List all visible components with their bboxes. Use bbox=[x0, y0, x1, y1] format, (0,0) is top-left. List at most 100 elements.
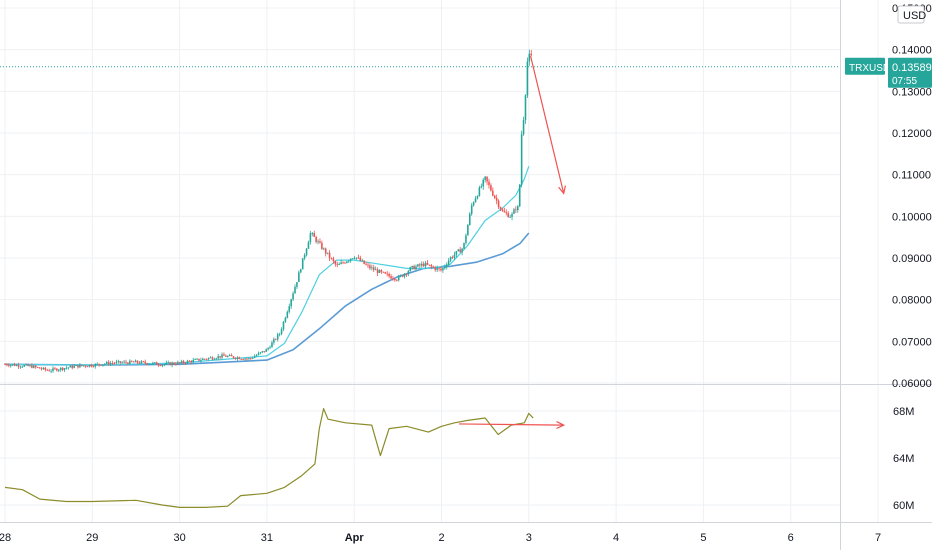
candle-body bbox=[518, 184, 521, 207]
candle-body bbox=[4, 364, 6, 366]
candle-body bbox=[102, 364, 104, 366]
candle-body bbox=[134, 360, 137, 363]
candle-body bbox=[123, 361, 125, 363]
candle-body bbox=[165, 362, 168, 365]
candle-body bbox=[52, 368, 54, 371]
candle-body bbox=[420, 263, 423, 266]
candle-body bbox=[36, 367, 39, 368]
time-tick-label: Apr bbox=[345, 532, 365, 544]
candle-body bbox=[530, 53, 533, 56]
candle-body bbox=[275, 339, 277, 340]
candle-body bbox=[330, 258, 333, 259]
candle-body bbox=[299, 269, 302, 273]
candle-body bbox=[376, 269, 379, 274]
projection-arrow-head bbox=[558, 185, 566, 195]
candle-body bbox=[130, 360, 133, 362]
candle-body bbox=[121, 362, 123, 364]
candle-body bbox=[434, 267, 437, 270]
candle-body bbox=[355, 257, 358, 259]
price-tick-label: 0.13000 bbox=[892, 86, 932, 98]
candle-body bbox=[146, 363, 148, 365]
candle-body bbox=[365, 263, 367, 265]
volume-tick-label: 64M bbox=[893, 453, 914, 465]
candle-body bbox=[117, 361, 120, 362]
candle-body bbox=[161, 364, 164, 366]
candle-body bbox=[27, 364, 29, 366]
candle-body bbox=[81, 364, 83, 366]
candle-body bbox=[515, 209, 517, 211]
candle-body bbox=[25, 364, 27, 366]
candle-body bbox=[217, 356, 219, 359]
candle-body bbox=[457, 249, 460, 252]
candle-body bbox=[286, 311, 289, 318]
candle-body bbox=[288, 306, 291, 312]
candle-body bbox=[48, 370, 50, 372]
candle-body bbox=[211, 357, 214, 360]
candle-body bbox=[461, 248, 463, 253]
candle-body bbox=[501, 209, 504, 212]
candle-body bbox=[472, 202, 475, 206]
candle-body bbox=[263, 351, 266, 352]
projection-arrow bbox=[529, 55, 565, 194]
candle-body bbox=[309, 233, 312, 243]
price-tick-label: 0.08000 bbox=[892, 295, 932, 307]
candle-body bbox=[29, 365, 31, 367]
candle-body bbox=[378, 270, 381, 274]
candle-body bbox=[276, 334, 279, 340]
candle-body bbox=[246, 358, 248, 360]
candle-body bbox=[105, 362, 108, 364]
last-price-label: 0.13589 bbox=[892, 62, 932, 74]
candle-body bbox=[198, 358, 200, 361]
candle-body bbox=[292, 293, 294, 300]
volume-projection-arrow bbox=[458, 423, 564, 426]
candle-body bbox=[411, 265, 413, 268]
candle-body bbox=[50, 370, 52, 372]
candle-body bbox=[177, 362, 179, 365]
time-tick-label: 5 bbox=[700, 532, 706, 544]
candle-body bbox=[169, 362, 171, 366]
candle-body bbox=[73, 365, 75, 368]
candle-body bbox=[488, 181, 490, 186]
candle-body bbox=[100, 364, 102, 366]
candle-body bbox=[509, 216, 511, 218]
candle-body bbox=[321, 242, 323, 249]
candle-body bbox=[88, 364, 91, 367]
candle-body bbox=[392, 278, 394, 280]
candle-body bbox=[15, 364, 18, 366]
candle-body bbox=[192, 359, 195, 363]
candle-body bbox=[186, 360, 189, 364]
candle-body bbox=[107, 362, 110, 365]
candle-body bbox=[445, 264, 448, 267]
candle-body bbox=[349, 258, 352, 261]
time-tick-label: 7 bbox=[875, 532, 881, 544]
candle-body bbox=[484, 176, 486, 180]
candle-body bbox=[444, 266, 446, 269]
candle-body bbox=[413, 265, 415, 270]
candle-body bbox=[94, 363, 97, 367]
candle-body bbox=[449, 257, 452, 261]
candle-body bbox=[226, 355, 229, 357]
candle-body bbox=[163, 364, 166, 365]
candle-body bbox=[269, 347, 271, 349]
candle-body bbox=[363, 260, 365, 264]
candle-body bbox=[507, 213, 509, 218]
candle-body bbox=[474, 198, 477, 203]
candle-body bbox=[213, 358, 216, 360]
candle-body bbox=[511, 213, 513, 217]
candle-body bbox=[63, 368, 66, 370]
candle-body bbox=[273, 339, 275, 343]
candle-body bbox=[432, 266, 435, 268]
candle-body bbox=[180, 361, 183, 363]
candle-body bbox=[82, 365, 85, 367]
candle-body bbox=[290, 299, 292, 307]
candle-body bbox=[221, 354, 223, 358]
candle-body bbox=[150, 363, 152, 365]
price-tick-label: 0.06000 bbox=[892, 378, 932, 390]
candle-body bbox=[194, 359, 196, 361]
candle-body bbox=[513, 209, 515, 214]
candle-body bbox=[492, 190, 494, 196]
candle-body bbox=[182, 361, 185, 363]
candle-body bbox=[113, 363, 116, 364]
